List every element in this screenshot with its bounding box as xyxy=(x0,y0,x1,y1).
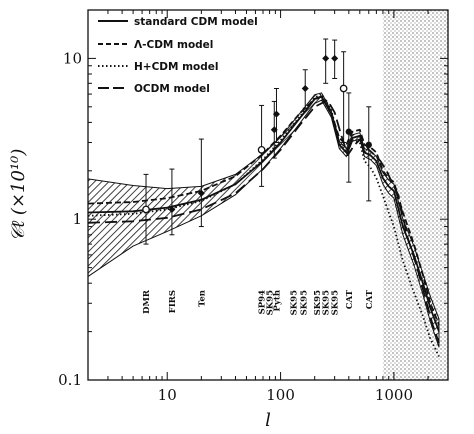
experiment-label-11: CAT xyxy=(345,289,355,309)
y-tick-label-0: 0.1 xyxy=(58,371,82,389)
ticks-layer: 10 100 1000 0.1 1 10 xyxy=(58,9,449,404)
x-axis-title: l xyxy=(265,410,271,431)
x-tick-label-2: 1000 xyxy=(375,386,413,404)
experiment-label-9: SK95 xyxy=(322,290,332,315)
experiment-label-7: SK95 xyxy=(300,290,310,315)
experiment-label-8: SK95 xyxy=(313,290,323,315)
data-point-0 xyxy=(142,205,150,214)
cosmic-variance-band-layer xyxy=(88,92,440,348)
data-point-7 xyxy=(322,54,330,62)
series-line-2 xyxy=(88,93,440,357)
legend-label-h-cdm: H+CDM model xyxy=(134,61,219,73)
experiment-label-2: Ten xyxy=(197,290,207,307)
y-tick-label-2: 10 xyxy=(63,49,82,67)
experiment-label-0: DMR xyxy=(142,289,152,314)
data-point-3 xyxy=(257,145,266,154)
series-line-0 xyxy=(88,95,440,332)
experiment-label-4: SK95 xyxy=(266,290,276,315)
data-points-layer xyxy=(142,38,372,245)
data-point-2 xyxy=(197,189,205,197)
plot-frame xyxy=(87,9,449,381)
cosmic-variance-band xyxy=(88,92,440,348)
experiment-label-5: Pyth xyxy=(273,290,283,311)
data-point-1 xyxy=(168,205,176,213)
legend: standard CDM model Λ-CDM model H+CDM mod… xyxy=(98,16,258,95)
series-line-3 xyxy=(88,99,440,344)
legend-label-standard-cdm: standard CDM model xyxy=(134,16,258,28)
experiment-label-10: SK95 xyxy=(331,290,341,315)
series-layer xyxy=(88,93,440,357)
data-point-6 xyxy=(301,84,309,92)
experiment-label-6: SK95 xyxy=(290,290,300,315)
experiment-label-1: FIRS xyxy=(168,290,178,313)
x-tick-label-0: 10 xyxy=(158,386,177,404)
data-point-8 xyxy=(331,54,339,62)
legend-label-lambda-cdm: Λ-CDM model xyxy=(134,39,213,51)
plot-frame-layer xyxy=(87,9,449,381)
legend-label-ocdm: OCDM model xyxy=(134,83,210,95)
data-point-10 xyxy=(345,128,353,135)
experiment-label-3: SP94 xyxy=(258,290,268,314)
data-point-9 xyxy=(339,84,348,93)
experiment-label-12: CAT xyxy=(365,289,375,309)
y-axis-title: 𝒞ℓ (×10¹⁰) xyxy=(8,149,29,242)
data-point-11 xyxy=(365,141,372,149)
y-tick-label-1: 1 xyxy=(72,210,82,228)
data-point-5 xyxy=(272,110,280,118)
x-tick-label-1: 100 xyxy=(266,386,295,404)
